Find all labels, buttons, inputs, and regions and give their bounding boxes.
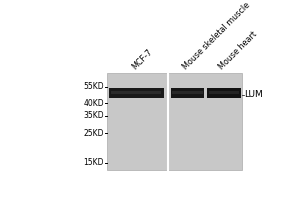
- Bar: [172, 91, 203, 94]
- Bar: [109, 88, 164, 98]
- Bar: [111, 91, 161, 94]
- Text: 35KD: 35KD: [83, 111, 104, 120]
- Text: 55KD: 55KD: [83, 82, 104, 91]
- Bar: [107, 73, 242, 170]
- Bar: [209, 91, 239, 94]
- Text: 15KD: 15KD: [83, 158, 104, 167]
- Text: Mouse heart: Mouse heart: [218, 30, 259, 72]
- Text: LUM: LUM: [244, 90, 263, 99]
- Text: 40KD: 40KD: [83, 99, 104, 108]
- Text: Mouse skeletal muscle: Mouse skeletal muscle: [181, 1, 252, 72]
- Bar: [207, 88, 241, 98]
- Text: MCF-7: MCF-7: [130, 48, 154, 72]
- Text: 25KD: 25KD: [83, 129, 104, 138]
- Bar: [171, 88, 204, 98]
